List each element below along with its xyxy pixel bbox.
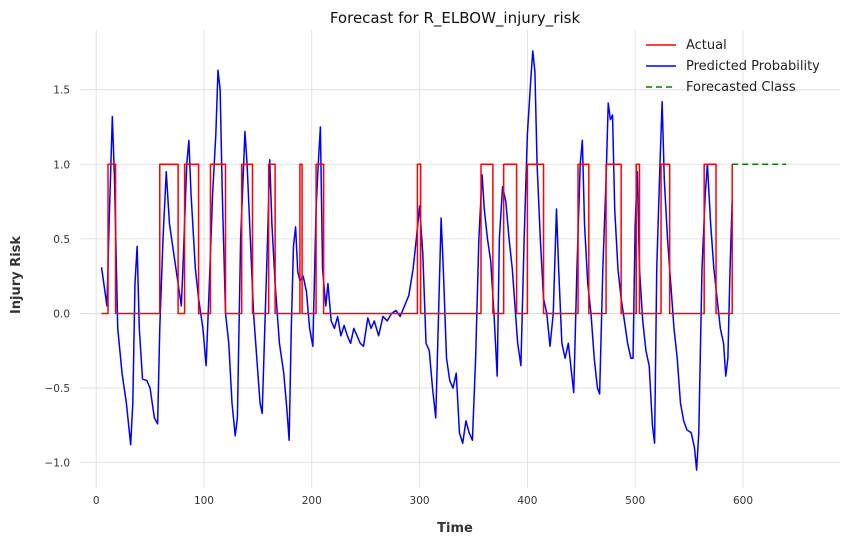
- chart-title: Forecast for R_ELBOW_injury_risk: [330, 9, 581, 28]
- legend-label: Predicted Probability: [686, 59, 820, 74]
- x-tick-label: 600: [733, 495, 753, 507]
- x-tick-label: 300: [410, 495, 430, 507]
- y-tick-label: 0.5: [53, 234, 70, 246]
- y-tick-label: −0.5: [45, 383, 71, 395]
- x-tick-label: 500: [625, 495, 645, 507]
- y-tick-label: 1.0: [53, 159, 70, 171]
- y-tick-label: 1.5: [53, 85, 70, 97]
- gridlines: [80, 30, 840, 488]
- x-axis-title: Time: [437, 521, 473, 536]
- x-tick-label: 100: [194, 495, 214, 507]
- series-lines: [100, 50, 787, 471]
- chart-legend: Actual Predicted Probability Forecasted Cl…: [646, 38, 820, 95]
- y-tick-label: 0.0: [53, 308, 70, 320]
- tick-labels: 0 100 200 300 400 500 600 −1.0 −0.5 0.0 0.5 1.0 1.5: [45, 85, 754, 507]
- x-tick-label: 400: [517, 495, 537, 507]
- series-line-actual: [101, 163, 733, 315]
- y-tick-label: −1.0: [45, 458, 71, 470]
- x-tick-label: 0: [93, 495, 100, 507]
- y-axis-title: Injury Risk: [9, 236, 24, 314]
- legend-label: Forecasted Class: [686, 80, 796, 95]
- x-tick-label: 200: [302, 495, 322, 507]
- legend-label: Actual: [686, 38, 727, 53]
